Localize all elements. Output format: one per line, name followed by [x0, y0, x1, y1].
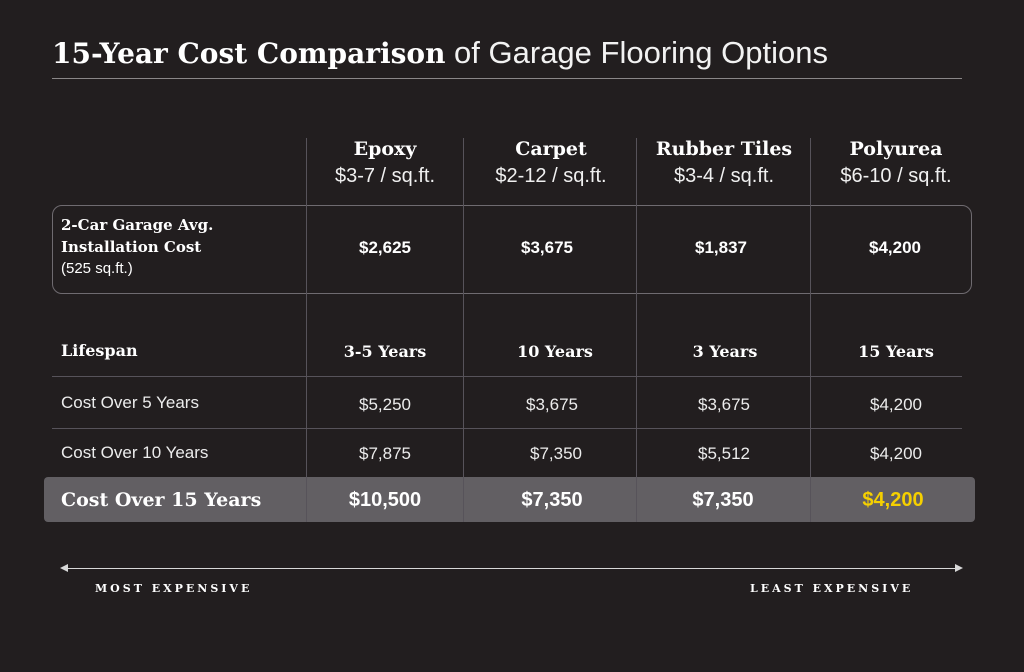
cost-15-rubber-tiles: $7,350 — [692, 489, 754, 511]
cost-15-years-label: Cost Over 15 Years — [61, 489, 262, 511]
cost-10-polyurea: $4,200 — [870, 444, 922, 463]
expense-scale-line — [66, 568, 956, 569]
lifespan-carpet: 10 Years — [517, 342, 593, 361]
cost-10-years-label: Cost Over 10 Years — [61, 443, 209, 462]
installation-cost-box — [52, 205, 972, 294]
lifespan-label: Lifespan — [61, 341, 138, 360]
title-underline — [52, 78, 962, 79]
row-divider — [52, 376, 962, 377]
cost-5-rubber-tiles: $3,675 — [698, 395, 750, 414]
column-price: $3-4 / sq.ft. — [673, 165, 775, 187]
cost-10-epoxy: $7,875 — [359, 444, 411, 463]
lifespan-polyurea: 15 Years — [858, 342, 934, 361]
scale-label-least-expensive: LEAST EXPENSIVE — [750, 582, 914, 595]
column-divider — [463, 138, 464, 522]
scale-label-most-expensive: MOST EXPENSIVE — [95, 582, 253, 595]
arrow-left-icon — [60, 564, 68, 572]
cost-5-polyurea: $4,200 — [870, 395, 922, 414]
column-header-rubber-tiles: Rubber Tiles $3-4 / sq.ft. — [644, 137, 804, 191]
row-divider — [52, 428, 962, 429]
column-divider — [636, 138, 637, 522]
install-cost-epoxy: $2,625 — [359, 238, 411, 257]
lifespan-epoxy: 3-5 Years — [343, 342, 427, 361]
column-header-carpet: Carpet $2-12 / sq.ft. — [471, 137, 631, 191]
title-regular: of Garage Flooring Options — [454, 35, 828, 70]
install-label-line1: 2-Car Garage Avg. — [61, 216, 214, 234]
installation-cost-label: 2-Car Garage Avg. Installation Cost (525… — [61, 214, 301, 280]
column-header-epoxy: Epoxy $3-7 / sq.ft. — [305, 137, 465, 191]
column-name: Polyurea — [849, 138, 943, 160]
highlight-row-background — [44, 477, 975, 522]
column-divider — [306, 138, 307, 522]
lifespan-rubber-tiles: 3 Years — [692, 342, 758, 361]
column-price: $3-7 / sq.ft. — [334, 165, 436, 187]
install-cost-polyurea: $4,200 — [869, 238, 921, 257]
column-name: Rubber Tiles — [655, 138, 793, 160]
column-divider — [810, 138, 811, 522]
install-cost-rubber-tiles: $1,837 — [695, 238, 747, 257]
page-title: 15-Year Cost Comparison of Garage Floori… — [52, 34, 828, 73]
cost-15-epoxy: $10,500 — [348, 489, 422, 511]
cost-10-carpet: $7,350 — [530, 444, 582, 463]
column-name: Epoxy — [353, 138, 417, 160]
install-cost-carpet: $3,675 — [521, 238, 573, 257]
cost-10-rubber-tiles: $5,512 — [698, 444, 750, 463]
arrow-right-icon — [955, 564, 963, 572]
cost-5-years-label: Cost Over 5 Years — [61, 393, 199, 412]
title-bold: 15-Year Cost Comparison — [52, 37, 446, 70]
cost-15-polyurea-best-value: $4,200 — [862, 489, 924, 511]
column-price: $2-12 / sq.ft. — [495, 165, 607, 187]
install-label-line3: (525 sq.ft.) — [61, 260, 133, 277]
column-price: $6-10 / sq.ft. — [840, 165, 952, 187]
install-label-line2: Installation Cost — [61, 238, 202, 256]
cost-5-epoxy: $5,250 — [359, 395, 411, 414]
cost-5-carpet: $3,675 — [526, 395, 578, 414]
column-header-polyurea: Polyurea $6-10 / sq.ft. — [816, 137, 976, 191]
column-name: Carpet — [515, 138, 587, 160]
cost-15-carpet: $7,350 — [521, 489, 583, 511]
